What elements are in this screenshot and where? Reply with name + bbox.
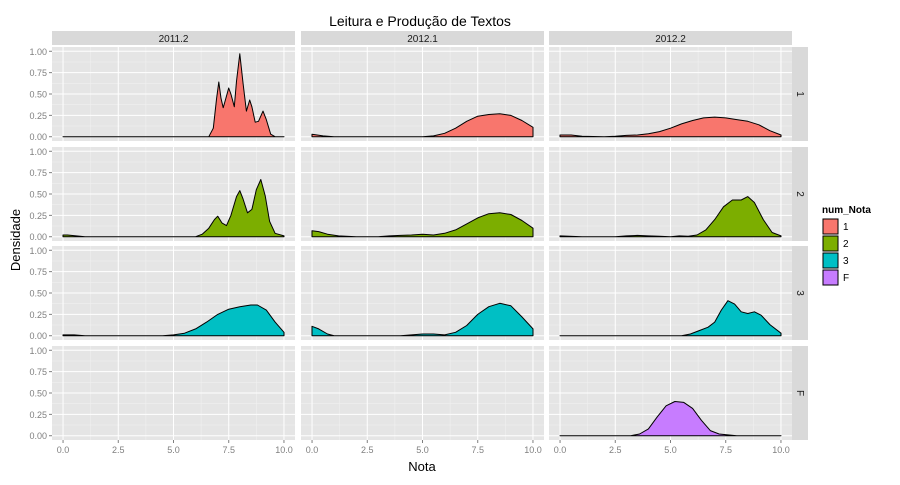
- density-area-3: [311, 302, 534, 337]
- x-tick-label: 7.5: [222, 445, 235, 455]
- x-tick-label: 0.0: [306, 445, 319, 455]
- x-tick-label: 7.5: [471, 445, 484, 455]
- y-tick-label: 0.00: [29, 232, 47, 242]
- density-area-F: [559, 401, 782, 437]
- y-tick-label: 0.25: [29, 310, 47, 320]
- panels-layer: 2011.2 2012.1 2012.2 1 2 3 F 0.00 0.25 0.50 0.75 1.…: [29, 31, 808, 455]
- y-tick-label: 0.50: [29, 190, 47, 200]
- y-tick-label: 1.00: [29, 346, 47, 356]
- legend-entry-label: F: [843, 273, 849, 284]
- density-area-2: [62, 179, 285, 238]
- facet-strip-row-label: F: [794, 390, 805, 396]
- y-tick-label: 0.00: [29, 431, 47, 441]
- x-tick-label: 0.0: [57, 445, 70, 455]
- y-tick-label: 0.75: [29, 367, 47, 377]
- x-tick-label: 10.0: [524, 445, 542, 455]
- x-tick-label: 5.0: [664, 445, 677, 455]
- legend-title: num_Nota: [822, 205, 871, 216]
- facet-strip-column-label: 2012.2: [655, 34, 686, 45]
- y-tick-label: 0.50: [29, 389, 47, 399]
- x-tick-label: 10.0: [772, 445, 790, 455]
- y-tick-label: 0.25: [29, 410, 47, 420]
- y-tick-label: 0.50: [29, 90, 47, 100]
- density-area-1: [311, 113, 534, 138]
- density-area-3: [559, 300, 782, 337]
- legend-key-swatch: [822, 269, 839, 286]
- y-tick-label: 0.75: [29, 168, 47, 178]
- facet-strip-column: [52, 31, 295, 45]
- facet-strip-row-label: 3: [794, 290, 805, 296]
- x-tick-label: 2.5: [112, 445, 125, 455]
- y-tick-label: 0.50: [29, 289, 47, 299]
- x-tick-label: 0.0: [554, 445, 567, 455]
- facet-strip-row: [792, 346, 808, 440]
- legend-key-swatch: [822, 218, 839, 235]
- facet-strip-column: [301, 31, 544, 45]
- density-area-1: [559, 116, 782, 138]
- legend-entry-label: 2: [843, 239, 849, 250]
- y-tick-label: 0.00: [29, 132, 47, 142]
- y-tick-label: 0.75: [29, 267, 47, 277]
- x-tick-label: 10.0: [275, 445, 293, 455]
- facet-strip-column: [549, 31, 792, 45]
- y-tick-label: 0.25: [29, 111, 47, 121]
- chart-title: Leitura e Produção de Textos: [329, 13, 511, 29]
- y-axis-label: Densidade: [8, 209, 23, 271]
- x-tick-label: 2.5: [361, 445, 374, 455]
- y-tick-label: 0.25: [29, 211, 47, 221]
- density-area-3: [62, 304, 285, 337]
- y-tick-label: 1.00: [29, 246, 47, 256]
- y-tick-label: 0.00: [29, 331, 47, 341]
- x-axis-label: Nota: [408, 459, 436, 474]
- y-tick-label: 1.00: [29, 147, 47, 157]
- x-tick-label: 7.5: [719, 445, 732, 455]
- legend-key-swatch: [822, 235, 839, 252]
- facet-strip-row: [792, 47, 808, 141]
- x-tick-label: 5.0: [416, 445, 429, 455]
- density-area-1: [62, 53, 285, 138]
- facet-strip-row: [792, 246, 808, 340]
- facet-strip-row-label: 1: [794, 91, 805, 97]
- x-tick-label: 2.5: [609, 445, 622, 455]
- density-area-2: [311, 212, 534, 238]
- y-tick-label: 1.00: [29, 47, 47, 57]
- facet-strip-column-label: 2012.1: [407, 34, 438, 45]
- facet-strip-column-label: 2011.2: [159, 34, 189, 45]
- legend-key-swatch: [822, 252, 839, 269]
- y-tick-label: 0.75: [29, 68, 47, 78]
- density-area-2: [559, 196, 782, 238]
- facet-strip-row-label: 2: [794, 191, 805, 197]
- legend-entry-label: 1: [843, 222, 849, 233]
- facet-strip-row: [792, 147, 808, 241]
- legend-entry-label: 3: [843, 256, 849, 267]
- legend: num_Nota 1 2 3 F: [821, 205, 871, 287]
- x-tick-label: 5.0: [167, 445, 180, 455]
